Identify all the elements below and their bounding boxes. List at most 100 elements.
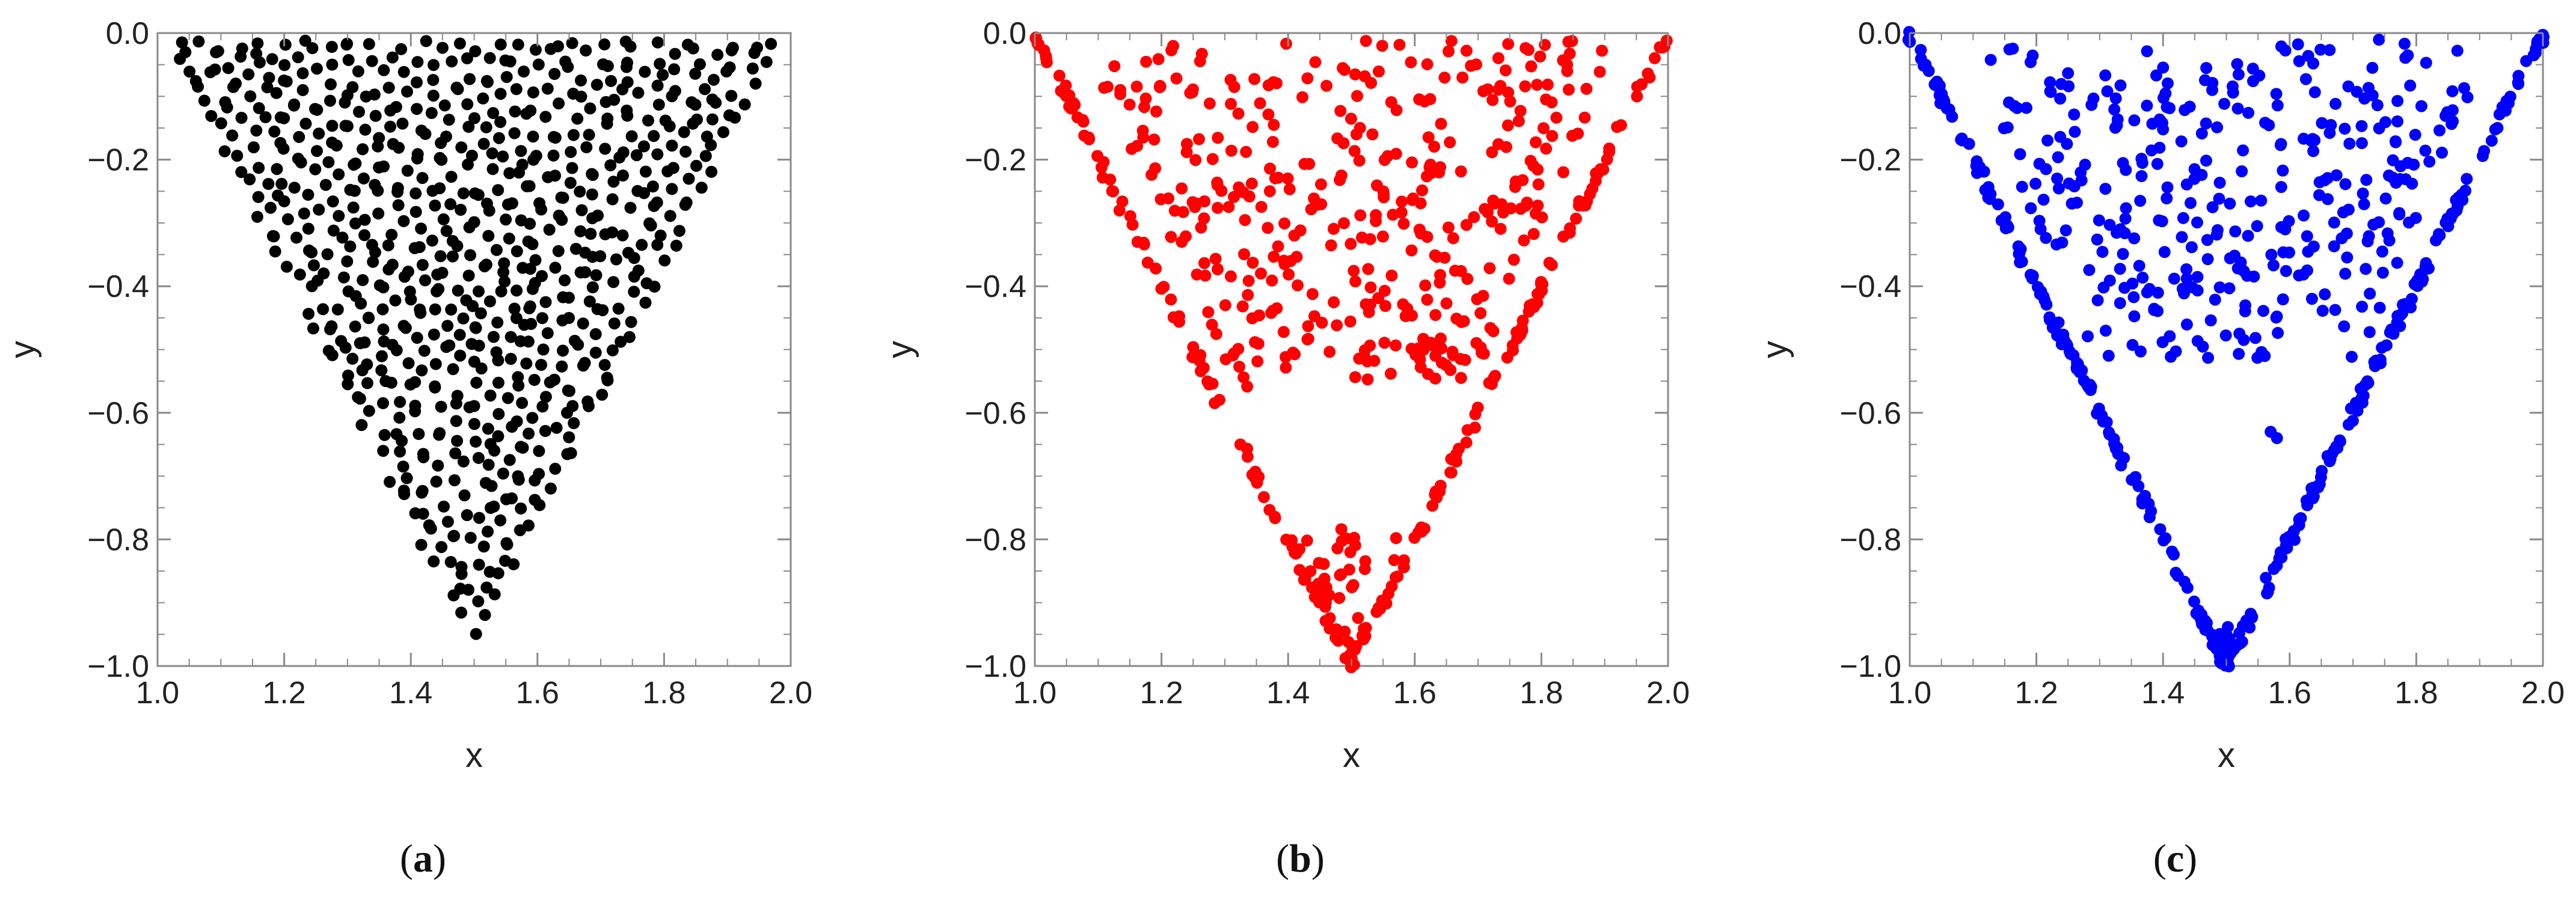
data-point — [2293, 519, 2305, 531]
data-point — [2154, 523, 2167, 536]
data-point — [377, 445, 390, 457]
data-point — [428, 328, 440, 341]
data-point — [326, 136, 339, 149]
data-point — [1187, 341, 1200, 353]
data-point — [537, 343, 550, 356]
data-point — [548, 68, 561, 80]
data-point — [661, 165, 674, 178]
data-point — [2135, 345, 2147, 358]
y-tick-label: −1.0 — [87, 649, 149, 684]
data-point — [462, 584, 474, 596]
data-point — [278, 59, 291, 72]
data-point — [1202, 306, 1215, 319]
data-point — [586, 281, 599, 293]
data-point — [1474, 341, 1487, 354]
data-point — [2209, 293, 2221, 306]
data-point — [1248, 73, 1261, 85]
data-point — [309, 103, 321, 115]
data-point — [1311, 580, 1323, 593]
data-point — [215, 117, 227, 130]
data-point — [2415, 100, 2427, 112]
data-point — [2213, 177, 2226, 189]
data-point — [2201, 253, 2214, 266]
data-point — [1581, 195, 1593, 207]
data-point — [2491, 121, 2504, 134]
data-point — [1286, 534, 1298, 546]
data-point — [1232, 108, 1245, 120]
data-point — [2148, 304, 2160, 316]
data-point — [2157, 61, 2170, 74]
data-point — [699, 83, 711, 96]
data-point — [518, 66, 530, 78]
data-point — [1435, 332, 1447, 345]
data-point — [2185, 241, 2198, 254]
data-point — [369, 109, 382, 122]
data-point — [1424, 158, 1437, 171]
data-point — [2200, 154, 2212, 167]
data-point — [2211, 121, 2224, 133]
data-point — [2233, 347, 2245, 360]
data-point — [321, 248, 334, 260]
data-point — [2223, 632, 2236, 645]
data-point — [2223, 282, 2236, 295]
data-point — [1405, 244, 1418, 257]
data-point — [2175, 135, 2188, 148]
data-point — [2358, 198, 2370, 210]
data-point — [2114, 297, 2126, 310]
data-point — [453, 329, 466, 341]
data-point — [1155, 283, 1168, 295]
data-point — [646, 180, 659, 193]
data-point — [1177, 206, 1189, 218]
data-point — [356, 364, 369, 376]
data-point — [2213, 628, 2226, 640]
data-point — [2319, 288, 2331, 301]
data-point — [484, 389, 497, 402]
data-point — [2393, 207, 2406, 219]
data-point — [1255, 201, 1268, 213]
data-point — [2224, 252, 2236, 264]
data-point — [1176, 236, 1188, 248]
data-point — [2001, 121, 2014, 133]
data-point — [2476, 150, 2489, 162]
data-point — [2307, 240, 2320, 253]
data-point — [2179, 104, 2191, 117]
data-point — [2099, 325, 2112, 337]
data-point — [1309, 56, 1322, 69]
data-point — [266, 230, 279, 242]
data-point — [348, 159, 360, 171]
data-point — [1314, 178, 1327, 191]
data-point — [1440, 297, 1453, 310]
data-point — [2157, 534, 2170, 547]
data-point — [1377, 185, 1390, 198]
data-point — [2219, 329, 2232, 342]
data-point — [176, 36, 188, 49]
data-point — [1332, 635, 1345, 647]
data-point — [2404, 79, 2417, 92]
data-point — [2451, 44, 2464, 57]
data-point — [473, 558, 485, 571]
data-point — [2245, 195, 2257, 208]
data-point — [749, 78, 762, 90]
x-axis-label: x — [465, 736, 483, 775]
data-point — [2512, 76, 2524, 89]
data-point — [1543, 257, 1556, 269]
data-point — [1499, 64, 1512, 77]
data-point — [2249, 332, 2262, 344]
data-point — [510, 312, 523, 325]
data-point — [1501, 119, 1514, 132]
data-point — [349, 217, 361, 230]
data-point — [1429, 350, 1442, 362]
data-point — [436, 41, 449, 54]
data-point — [1095, 161, 1108, 174]
data-point — [1278, 217, 1291, 230]
panel-label: (b) — [1276, 837, 1325, 881]
data-point — [2316, 305, 2329, 317]
data-point — [524, 105, 537, 117]
data-point — [1193, 133, 1205, 145]
data-point — [253, 162, 265, 174]
data-point — [678, 126, 690, 138]
data-point — [669, 47, 681, 60]
data-point — [1928, 78, 1941, 91]
data-point — [2031, 281, 2044, 293]
data-point — [445, 171, 458, 183]
